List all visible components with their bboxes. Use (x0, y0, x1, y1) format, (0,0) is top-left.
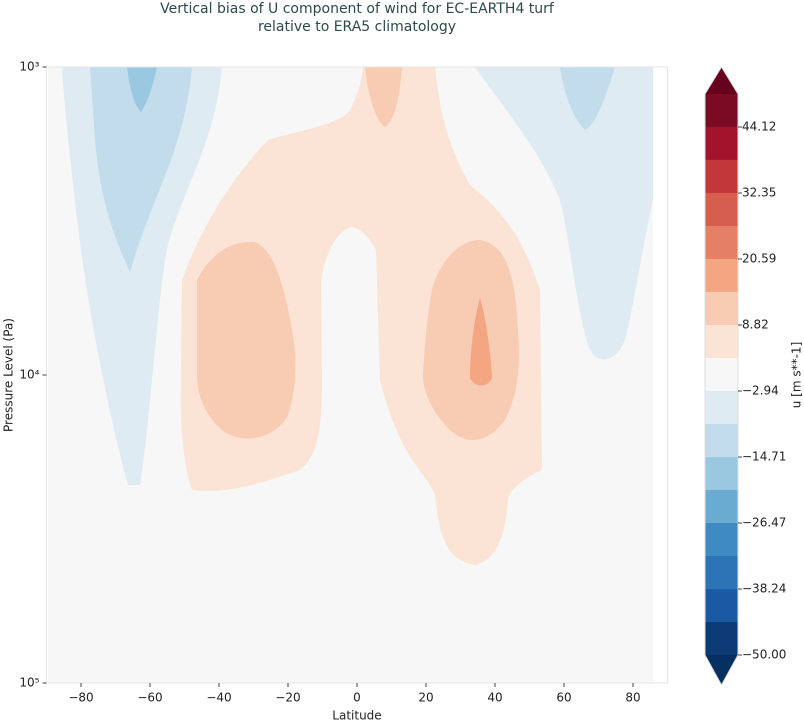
contour-fill (470, 298, 492, 386)
colorbar-band (705, 555, 738, 590)
y-tick-label: 10³ (19, 60, 39, 74)
colorbar-band (705, 457, 738, 491)
contour-fill (365, 67, 402, 127)
colorbar-band (705, 589, 738, 623)
colorbar-band (705, 390, 738, 424)
colorbar-tick-label: 32.35 (742, 186, 776, 200)
contour-fill (475, 67, 653, 360)
y-axis-label: Pressure Level (Pa) (2, 318, 16, 432)
colorbar-label: u [m s**-1] (790, 342, 804, 409)
chart-title: Vertical bias of U component of wind for… (160, 1, 555, 17)
x-tick-label: −20 (275, 691, 300, 705)
colorbar-tick-label: 44.12 (742, 119, 776, 133)
colorbar-tick-label: −14.71 (742, 450, 786, 464)
colorbar-tick-label: 20.59 (742, 251, 776, 265)
colorbar-tick-label: −26.47 (742, 515, 786, 529)
colorbar-band (705, 522, 738, 556)
x-tick-label: −60 (137, 691, 162, 705)
x-tick-label: 60 (556, 691, 571, 705)
x-tick-label: −40 (206, 691, 231, 705)
contour-fill (90, 67, 192, 272)
colorbar-tick-label: −38.24 (742, 582, 786, 596)
x-tick-label: −80 (68, 691, 93, 705)
colorbar-band (705, 193, 738, 227)
contour-fill (180, 67, 542, 565)
colorbar-band (705, 126, 738, 160)
colorbar-band (705, 159, 738, 194)
contour-fill (127, 67, 157, 112)
colorbar-extend (705, 655, 738, 685)
colorbar-band (705, 325, 738, 359)
x-tick-label: 40 (487, 691, 502, 705)
colorbar-band (705, 423, 738, 458)
contour-fill (423, 240, 519, 441)
colorbar-band (705, 291, 738, 326)
y-tick-label: 10⁴ (19, 368, 39, 382)
x-tick-label: 20 (418, 691, 433, 705)
colorbar-band (705, 226, 738, 259)
colorbar-tick-label: −2.94 (742, 383, 779, 397)
colorbar-band (705, 258, 738, 292)
colorbar-band (705, 622, 738, 655)
colorbar-band (705, 358, 738, 391)
x-tick-label: 0 (353, 691, 361, 705)
colorbar-band (705, 490, 738, 523)
chart-title: relative to ERA5 climatology (258, 19, 456, 35)
contour-fill (197, 241, 296, 439)
contour-fill (560, 67, 615, 130)
y-tick-label: 10⁵ (19, 676, 39, 690)
x-axis-label: Latitude (332, 709, 381, 723)
colorbar-band (705, 94, 738, 127)
x-tick-label: 80 (625, 691, 640, 705)
colorbar-tick-label: −50.00 (742, 648, 786, 662)
colorbar-extend (705, 67, 738, 94)
colorbar-tick-label: 8.82 (742, 318, 769, 332)
